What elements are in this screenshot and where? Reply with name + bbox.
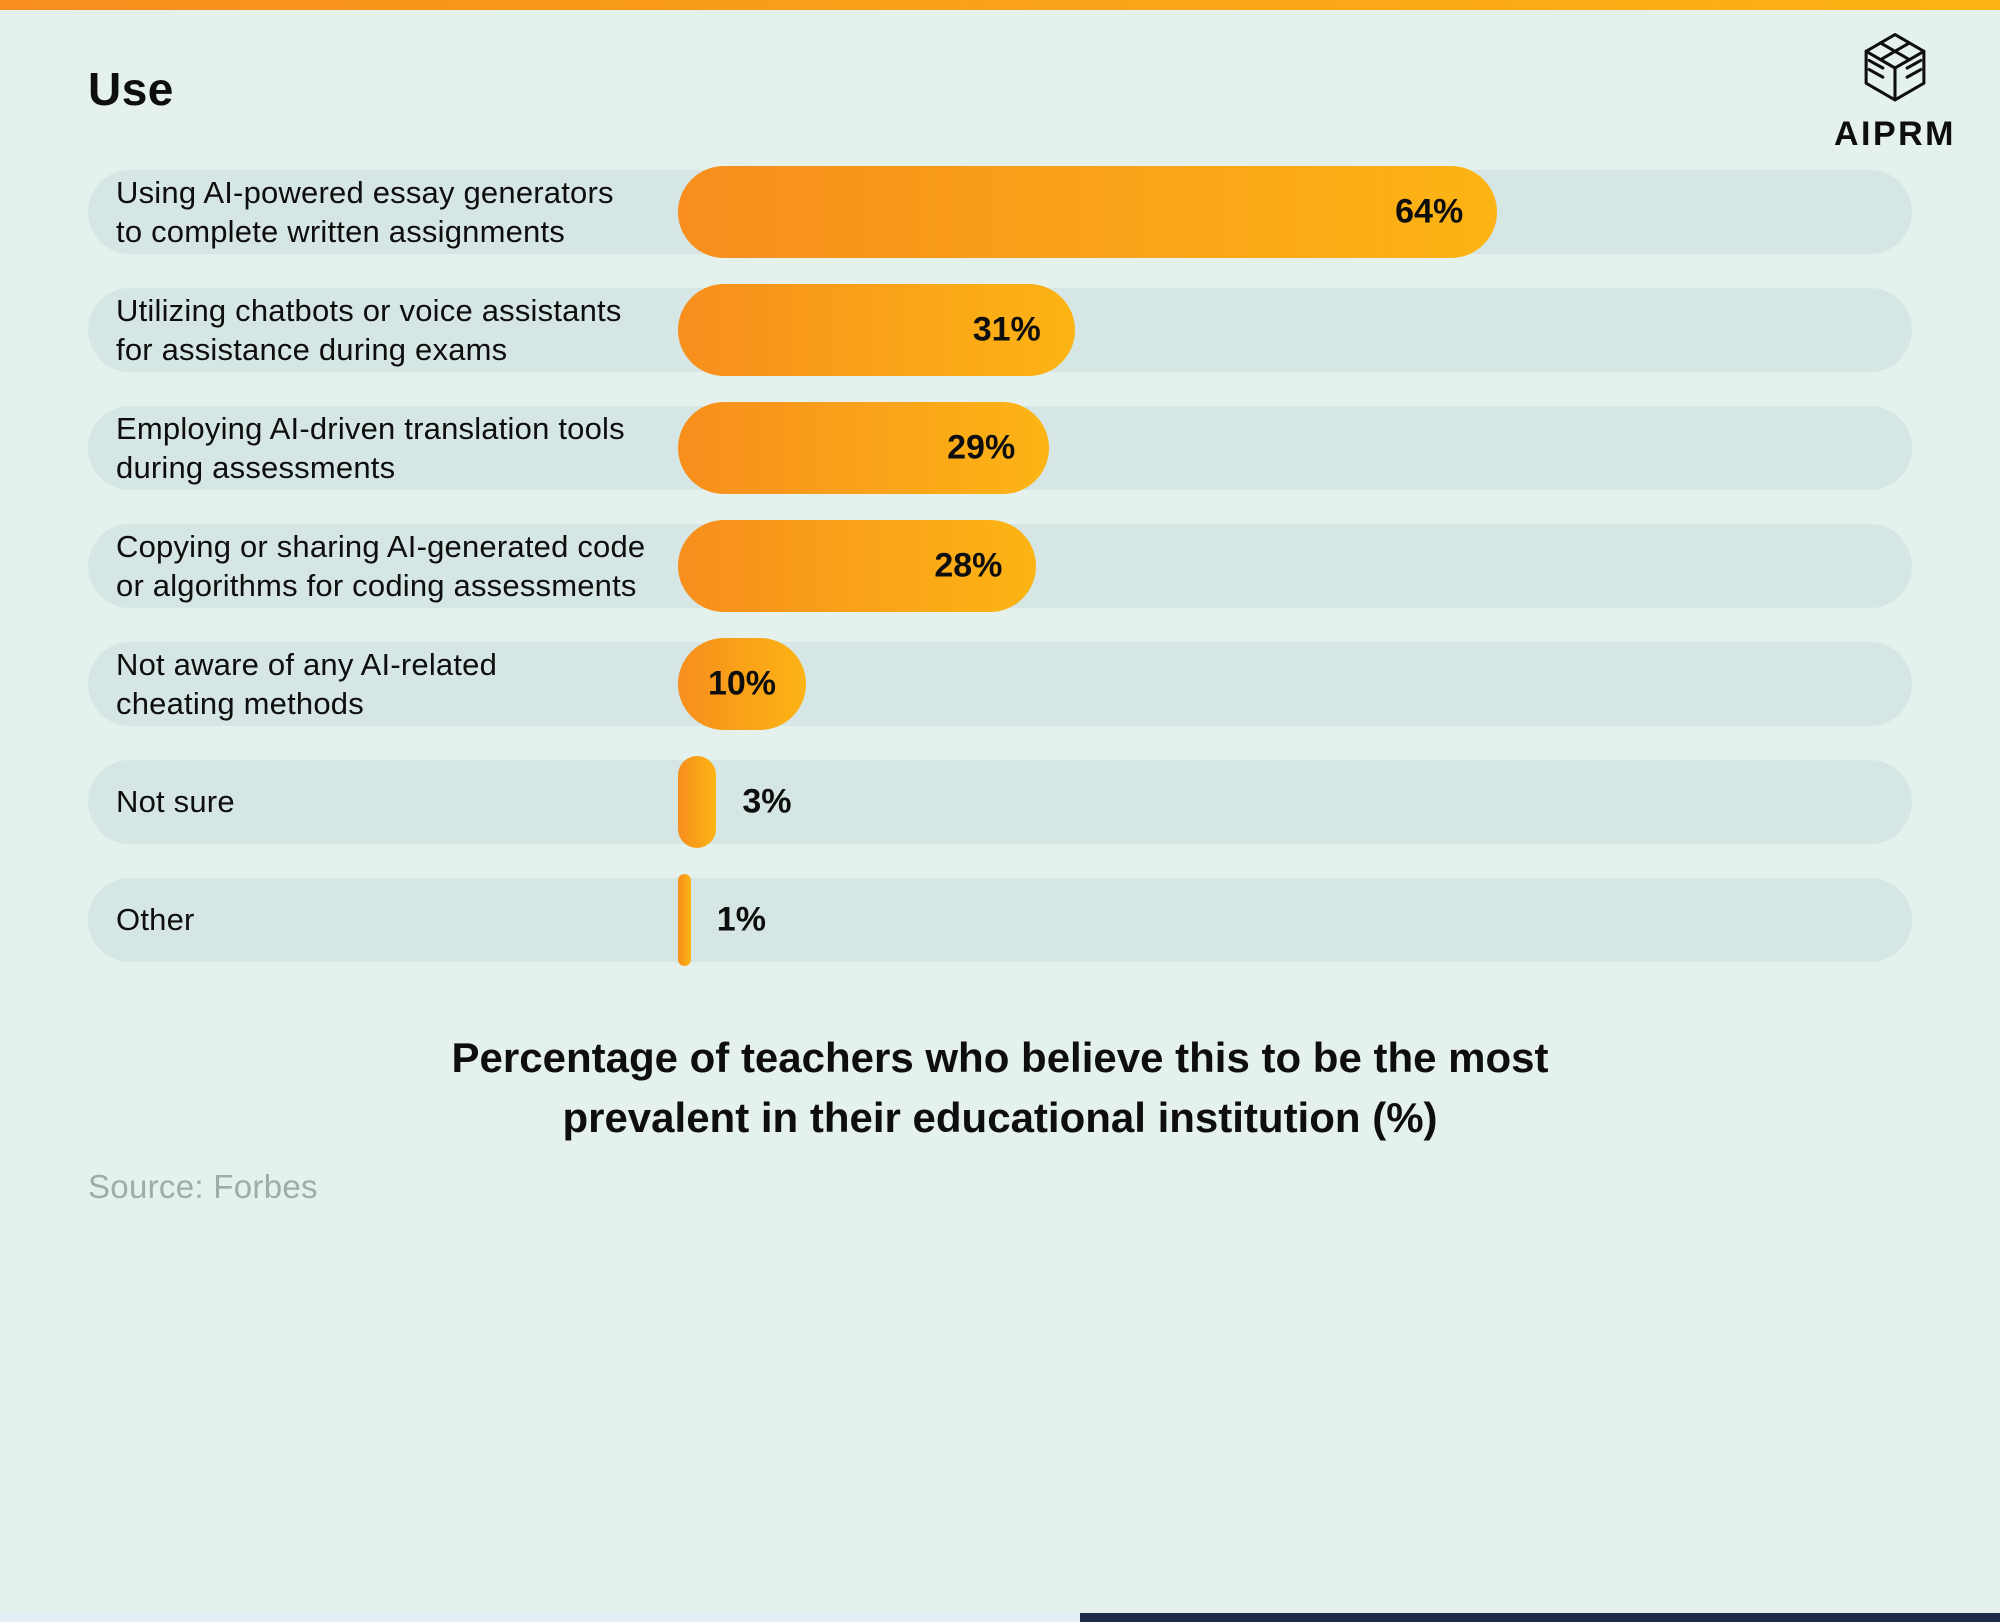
caption-line-1: Percentage of teachers who believe this … xyxy=(451,1034,1549,1081)
category-label: Not sure xyxy=(116,784,235,820)
category-label: Utilizing chatbots or voice assistants f… xyxy=(116,292,622,367)
category-label: Copying or sharing AI-generated code or … xyxy=(116,528,646,603)
value-label: 28% xyxy=(934,546,1003,585)
aiprm-cube-icon xyxy=(1855,30,1935,111)
category-label: Not aware of any AI-related cheating met… xyxy=(116,646,498,721)
value-label: 1% xyxy=(716,900,766,939)
chart-row: Using AI-powered essay generators to com… xyxy=(88,166,1912,258)
chart-caption: Percentage of teachers who believe this … xyxy=(0,1028,2000,1148)
bottom-accent-light-segment xyxy=(0,1613,1080,1622)
category-label: Using AI-powered essay generators to com… xyxy=(116,174,614,249)
chart-row: Other 1% xyxy=(88,874,1912,966)
aiprm-logo: AIPRM xyxy=(1834,30,1956,154)
value-bar: 64% xyxy=(678,166,1498,258)
value-bar: 28% xyxy=(678,520,1037,612)
source-label: Source: Forbes xyxy=(88,1168,318,1205)
value-bar: 31% xyxy=(678,284,1075,376)
chart-row: Copying or sharing AI-generated code or … xyxy=(88,520,1912,612)
value-label: 3% xyxy=(742,782,792,821)
chart-row: Not sure 3% xyxy=(88,756,1912,848)
value-bar: 3% xyxy=(678,756,792,848)
category-label: Employing AI-driven translation tools du… xyxy=(116,410,625,485)
value-label: 31% xyxy=(972,310,1041,349)
bar-chart: Using AI-powered essay generators to com… xyxy=(88,166,1912,996)
aiprm-logo-text: AIPRM xyxy=(1833,115,1956,153)
bottom-accent-bar xyxy=(0,1613,2000,1622)
chart-row: Utilizing chatbots or voice assistants f… xyxy=(88,284,1912,376)
value-label: 64% xyxy=(1395,192,1464,231)
value-bar: 29% xyxy=(678,402,1050,494)
page-title: Use xyxy=(88,63,174,115)
value-bar: 1% xyxy=(678,874,766,966)
chart-row: Employing AI-driven translation tools du… xyxy=(88,402,1912,494)
caption-line-2: prevalent in their educational instituti… xyxy=(562,1094,1438,1142)
category-label: Other xyxy=(116,902,195,938)
value-label: 29% xyxy=(947,428,1016,467)
top-accent-bar xyxy=(0,0,2000,10)
value-label: 10% xyxy=(707,664,777,703)
chart-row: Not aware of any AI-related cheating met… xyxy=(88,638,1912,730)
value-bar: 10% xyxy=(678,638,806,730)
bottom-accent-dark-segment xyxy=(1080,1613,2000,1622)
